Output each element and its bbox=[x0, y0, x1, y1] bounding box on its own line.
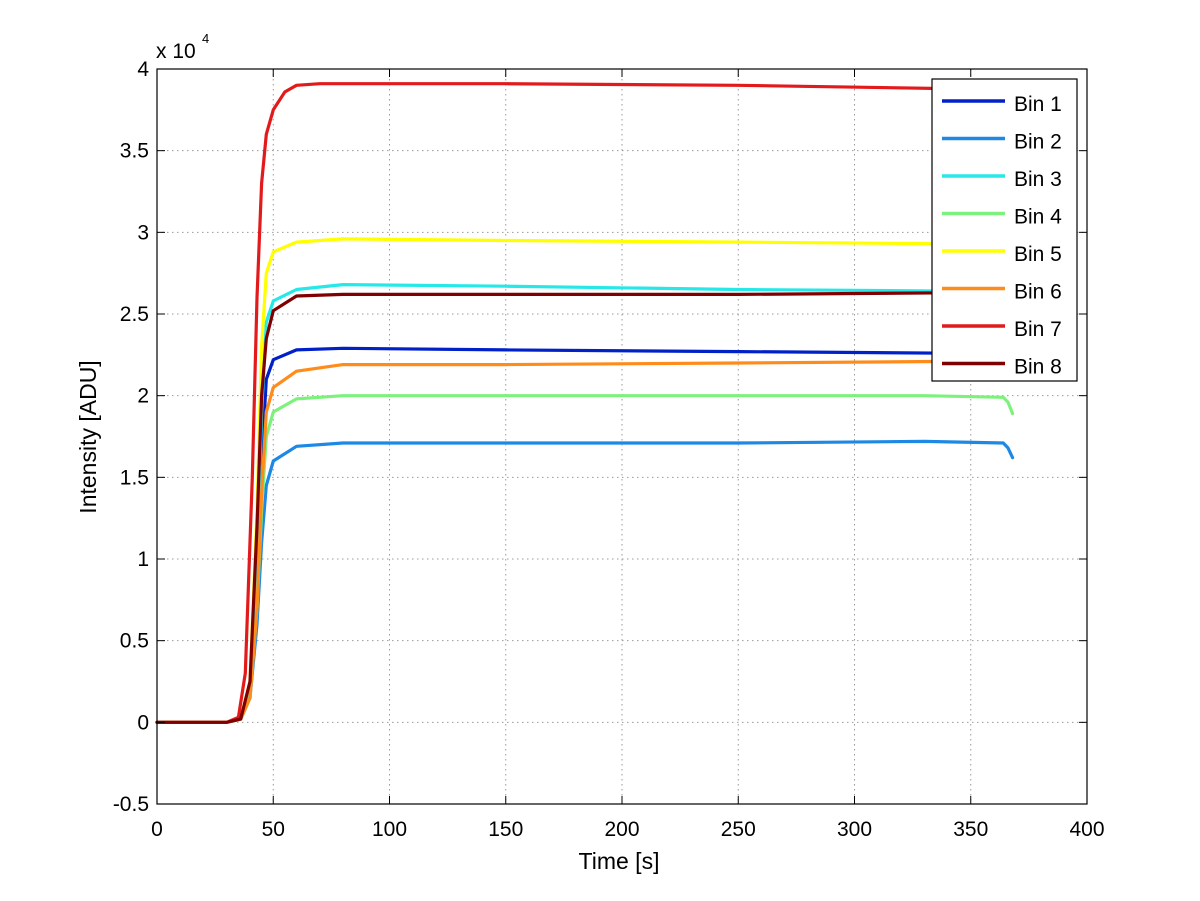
x-tick-label: 350 bbox=[953, 818, 988, 841]
y-axis-title: Intensity [ADU] bbox=[75, 360, 101, 513]
legend-label: Bin 7 bbox=[1014, 318, 1062, 341]
y-exponent-power: 4 bbox=[202, 31, 209, 46]
legend-label: Bin 5 bbox=[1014, 243, 1062, 266]
x-tick-label: 300 bbox=[837, 818, 872, 841]
x-tick-label: 150 bbox=[488, 818, 523, 841]
legend-box bbox=[931, 78, 1078, 382]
series-line bbox=[155, 439, 1015, 724]
y-tick-label: 4 bbox=[137, 58, 149, 81]
legend-label: Bin 4 bbox=[1014, 206, 1062, 229]
series-line bbox=[155, 346, 950, 724]
series-line bbox=[155, 394, 1015, 724]
x-tick-label: 250 bbox=[721, 818, 756, 841]
ticks: 0 50 100 150 200 250 300 350 400-0.500.511.522.5… bbox=[113, 58, 1105, 841]
y-tick-label: 2.5 bbox=[120, 303, 149, 326]
y-tick-label: 0 bbox=[137, 711, 149, 734]
series-group bbox=[155, 82, 1015, 724]
y-tick-label: 2 bbox=[137, 385, 149, 408]
y-tick-label: 3 bbox=[137, 221, 149, 244]
x-tick-label: 400 bbox=[1069, 818, 1104, 841]
legend-label: Bin 2 bbox=[1014, 131, 1062, 154]
y-tick-label: 1 bbox=[137, 548, 149, 571]
x-tick-label: 100 bbox=[372, 818, 407, 841]
series-line bbox=[155, 359, 950, 724]
legend-label: Bin 1 bbox=[1014, 93, 1062, 116]
x-tick-label: 0 bbox=[151, 818, 163, 841]
legend: Bin 1 Bin 2 Bin 3 Bin 4 Bin 5 Bin 6 Bin 7 Bin 8 bbox=[931, 78, 1078, 382]
legend-label: Bin 8 bbox=[1014, 356, 1062, 379]
y-tick-label: 3.5 bbox=[120, 140, 149, 163]
series-line bbox=[155, 82, 950, 724]
series-line bbox=[155, 237, 950, 724]
y-tick-label: 1.5 bbox=[120, 466, 149, 489]
x-tick-label: 200 bbox=[604, 818, 639, 841]
y-tick-label: 0.5 bbox=[120, 630, 149, 653]
legend-label: Bin 6 bbox=[1014, 281, 1062, 304]
y-tick-label: -0.5 bbox=[113, 793, 149, 816]
x-axis-title: Time [s] bbox=[579, 848, 660, 874]
series-line bbox=[155, 291, 950, 724]
legend-label: Bin 3 bbox=[1014, 168, 1062, 191]
x-tick-label: 50 bbox=[262, 818, 285, 841]
y-exponent-label: x 10 bbox=[156, 40, 196, 63]
